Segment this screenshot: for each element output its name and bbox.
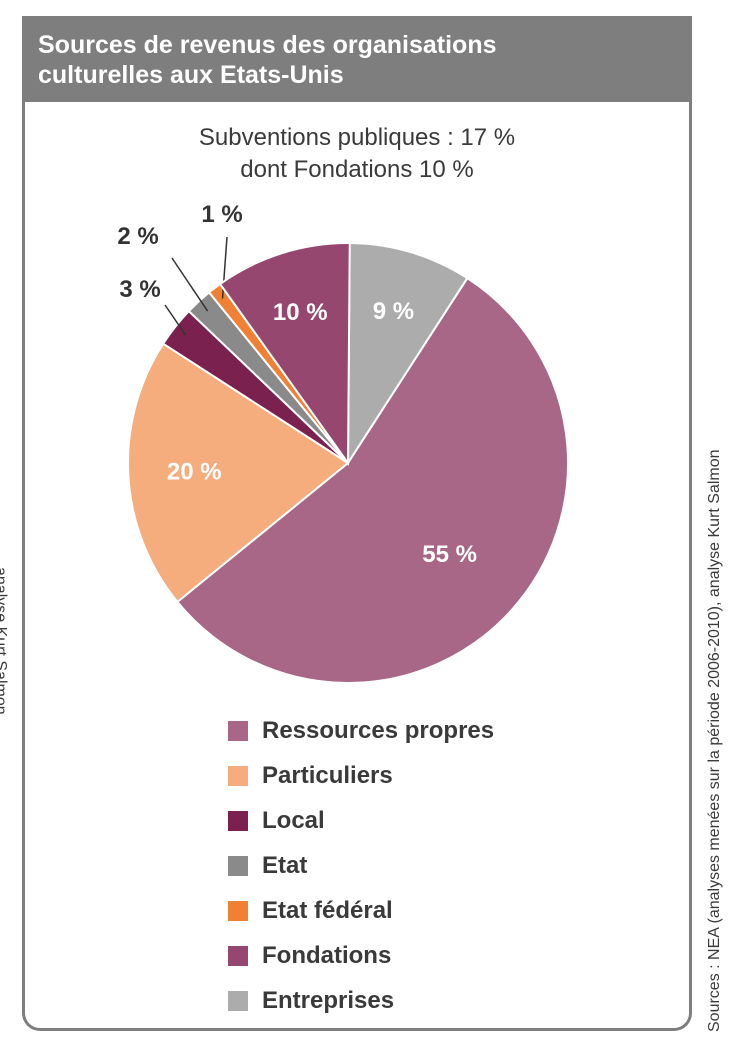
- data-label-ressources-propres: 55 %: [422, 541, 477, 568]
- legend-label-local: Local: [262, 806, 325, 834]
- legend-label-etat-f-d-ral: Etat fédéral: [262, 896, 393, 924]
- data-label-local: 3 %: [119, 276, 160, 303]
- legend-swatch-entreprises: [228, 990, 248, 1011]
- data-label-etat: 2 %: [117, 223, 158, 250]
- legend-swatch-local: [228, 810, 248, 831]
- legend-item-local: Local: [228, 798, 494, 843]
- pie-slice-particuliers: [127, 342, 350, 604]
- pie-slice-fondations: [218, 242, 351, 467]
- legend-swatch-particuliers: [228, 765, 248, 786]
- pie-chart: 9 % 55 % 20 % 3 % 2 % 1 % 10 %: [117, 201, 569, 684]
- chart-title: Sources de revenus des organisations cul…: [38, 31, 497, 89]
- legend-label-ressources-propres: Ressources propres: [262, 716, 495, 744]
- title-bar: Sources de revenus des organisations cul…: [22, 16, 692, 102]
- legend-swatch-ressources-propres: [228, 720, 248, 741]
- data-label-etat-f-d-ral: 1 %: [201, 201, 242, 228]
- legend-item-entreprises: Entreprises: [228, 978, 494, 1023]
- legend-swatch-etat: [228, 855, 248, 876]
- legend-swatch-etat-f-d-ral: [228, 900, 248, 921]
- legend-label-entreprises: Entreprises: [262, 986, 395, 1014]
- left-edge-note: analyse Kurt Salmon: [0, 567, 9, 715]
- legend-label-particuliers: Particuliers: [262, 761, 393, 789]
- legend-item-etat: Etat: [228, 843, 494, 888]
- data-label-fondations: 10 %: [273, 299, 328, 326]
- legend-label-etat: Etat: [262, 851, 308, 879]
- leader-line-local: [164, 304, 187, 336]
- subtitle-line-2: dont Fondations 10 %: [240, 156, 474, 183]
- legend-item-fondations: Fondations: [228, 933, 494, 978]
- data-label-entreprises: 9 %: [373, 298, 414, 325]
- legend-label-fondations: Fondations: [262, 941, 392, 969]
- leader-line-etat: [171, 257, 209, 312]
- chart-legend: Ressources propres Particuliers Local Etat E…: [228, 708, 494, 1023]
- subtitle-line-1: Subventions publiques : 17 %: [198, 124, 516, 151]
- chart-card: [22, 16, 692, 1031]
- legend-item-etat-f-d-ral: Etat fédéral: [228, 888, 494, 933]
- legend-swatch-fondations: [228, 945, 248, 966]
- source-note: Sources : NEA (analyses menées sur la pé…: [706, 449, 723, 1032]
- data-label-particuliers: 20 %: [167, 459, 222, 486]
- pie-slice-ressources-propres: [175, 276, 569, 684]
- legend-item-particuliers: Particuliers: [228, 753, 494, 798]
- pie-slice-entreprises: [346, 242, 469, 467]
- legend-item-ressources-propres: Ressources propres: [228, 708, 494, 753]
